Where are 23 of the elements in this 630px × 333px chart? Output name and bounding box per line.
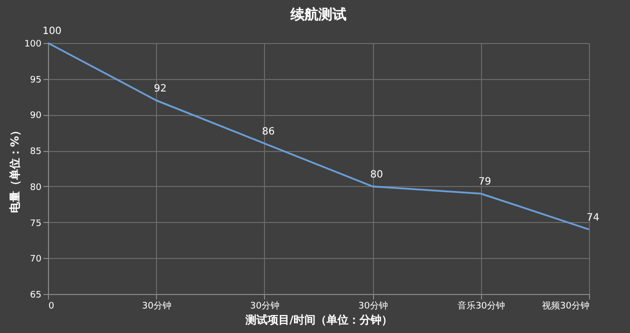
data-label: 74: [586, 212, 600, 224]
data-label: 80: [370, 169, 383, 180]
x-tick-label: 音乐30分钟: [458, 300, 506, 312]
data-label: 79: [478, 176, 492, 188]
x-tick-label: 0: [48, 302, 54, 312]
data-label: 100: [42, 26, 62, 37]
y-tick-label: 75: [30, 218, 42, 229]
x-axis-title: 测试项目/时间（单位：分钟）: [244, 314, 393, 326]
x-tick-label: 30分钟: [250, 300, 280, 312]
x-tick-label: 视频30分钟: [542, 300, 590, 312]
data-label: 86: [262, 126, 275, 138]
y-tick-label: 70: [30, 254, 42, 265]
y-tick-label: 65: [30, 290, 42, 300]
y-tick-label: 95: [30, 75, 42, 86]
y-tick-label: 100: [24, 40, 42, 50]
y-tick-label: 80: [30, 182, 42, 193]
y-tick-label: 90: [30, 111, 42, 122]
y-tick-label: 85: [30, 147, 42, 158]
x-tick-label: 30分钟: [358, 300, 388, 312]
y-axis-title: 电量（单位：%）: [8, 124, 22, 214]
chart-title: 续航测试: [290, 6, 346, 23]
data-label: 92: [154, 83, 167, 94]
x-tick-label: 30分钟: [142, 300, 172, 312]
